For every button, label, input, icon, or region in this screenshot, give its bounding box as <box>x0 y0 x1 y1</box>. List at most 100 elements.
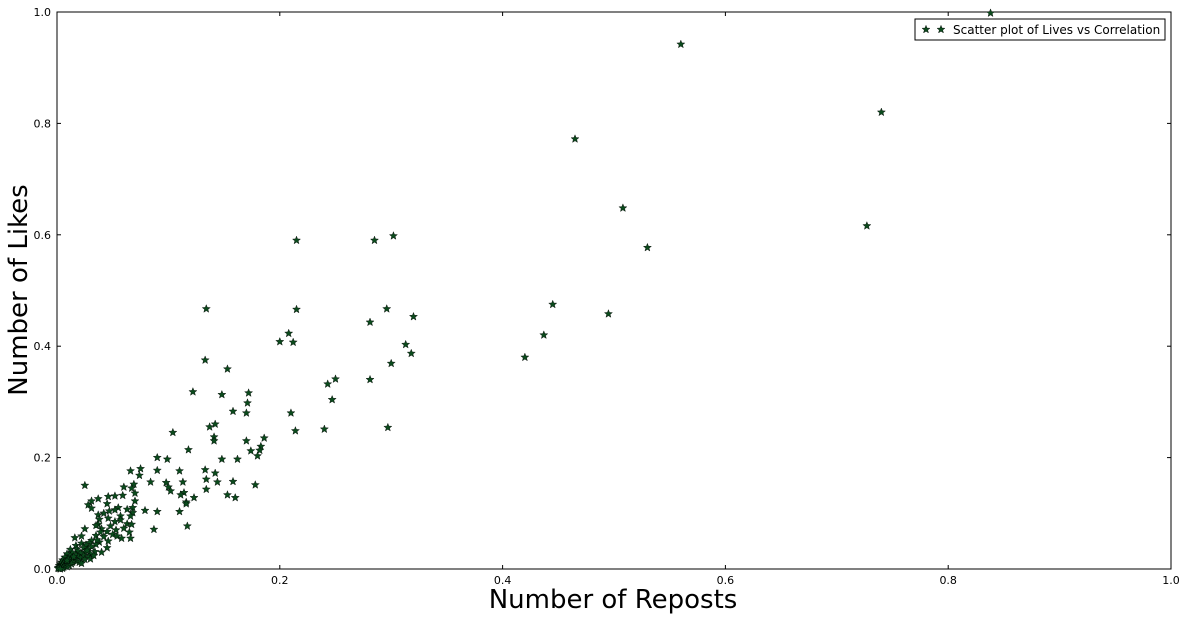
data-point <box>166 486 176 495</box>
data-point <box>152 506 162 516</box>
data-point <box>241 408 251 417</box>
data-point <box>146 477 156 486</box>
data-point <box>110 516 120 526</box>
data-point <box>103 536 113 546</box>
data-point <box>104 506 114 515</box>
x-tick-label: 0.0 <box>48 574 66 587</box>
data-point <box>181 499 191 508</box>
data-point <box>91 520 101 530</box>
data-point <box>175 506 185 516</box>
data-point <box>99 508 109 518</box>
data-point <box>201 304 211 313</box>
data-point <box>200 355 210 364</box>
axis-ticks: 0.0 0.2 0.4 0.6 0.8 1.0 0.0 0.2 0.4 0.6 0.8 1.0 <box>34 6 1180 587</box>
data-point <box>126 533 136 543</box>
data-point <box>124 527 134 537</box>
data-point <box>189 492 199 502</box>
data-point <box>93 510 103 519</box>
y-axis-title: Number of Likes <box>4 184 34 395</box>
data-point <box>149 524 159 534</box>
data-point <box>520 352 530 362</box>
data-point <box>117 533 127 543</box>
data-point <box>119 523 129 533</box>
data-point <box>603 309 613 318</box>
data-point <box>162 454 172 464</box>
data-point <box>246 446 256 455</box>
data-point <box>103 491 113 501</box>
data-point <box>323 379 333 388</box>
data-point <box>200 465 210 474</box>
legend-label: Scatter plot of Lives vs Correlation <box>953 23 1160 37</box>
data-point <box>401 339 411 349</box>
data-point <box>253 451 263 460</box>
data-point <box>62 555 72 565</box>
y-tick-label: 0.8 <box>34 117 52 130</box>
data-point <box>256 441 266 451</box>
data-point <box>205 422 215 431</box>
data-point <box>119 482 129 491</box>
x-tick-label: 0.8 <box>939 574 957 587</box>
data-point <box>102 526 112 536</box>
data-point <box>102 543 112 552</box>
x-tick-label: 1.0 <box>1162 574 1180 587</box>
data-point <box>122 519 132 528</box>
data-point <box>140 505 150 515</box>
y-tick-label: 1.0 <box>34 6 52 19</box>
data-point <box>87 496 97 505</box>
data-point <box>94 514 104 524</box>
data-point <box>210 419 220 429</box>
data-point <box>95 527 105 537</box>
data-point <box>369 235 380 245</box>
data-point <box>212 477 222 486</box>
data-point <box>618 203 628 212</box>
data-point <box>87 503 97 513</box>
data-point <box>876 107 886 117</box>
data-point <box>82 545 92 555</box>
data-point <box>201 484 211 494</box>
data-point <box>290 426 300 435</box>
data-point <box>99 531 109 541</box>
data-point <box>642 242 652 252</box>
data-point <box>92 535 102 544</box>
y-tick-label: 0.4 <box>34 340 52 353</box>
data-point <box>230 492 240 502</box>
y-tick-label: 0.0 <box>34 563 52 576</box>
data-point <box>108 529 118 539</box>
data-point <box>102 499 112 508</box>
data-point <box>548 299 558 309</box>
data-point <box>111 525 121 534</box>
data-point <box>222 490 232 499</box>
data-point <box>175 466 185 475</box>
data-point <box>222 364 232 373</box>
data-point <box>168 427 178 437</box>
plot-frame <box>56 11 1172 570</box>
data-point <box>228 406 238 416</box>
data-point <box>80 480 90 490</box>
data-point <box>241 436 251 445</box>
data-point <box>242 398 253 407</box>
data-point <box>126 511 136 520</box>
data-point <box>408 311 418 321</box>
data-point <box>103 513 113 523</box>
data-point <box>70 533 80 542</box>
data-point <box>319 424 329 434</box>
data-point <box>76 558 87 568</box>
data-point <box>250 480 260 489</box>
data-point <box>365 317 375 327</box>
data-point <box>862 221 872 230</box>
data-point <box>288 337 298 347</box>
data-point <box>217 389 227 399</box>
data-point <box>97 547 107 557</box>
data-point <box>259 433 269 442</box>
data-point <box>182 521 192 530</box>
data-point <box>127 483 137 493</box>
legend-marker <box>936 24 946 34</box>
data-point <box>188 387 198 396</box>
data-point <box>386 358 396 368</box>
data-point <box>255 445 265 455</box>
data-point <box>291 304 302 314</box>
data-point <box>76 538 87 548</box>
data-point <box>55 564 65 573</box>
